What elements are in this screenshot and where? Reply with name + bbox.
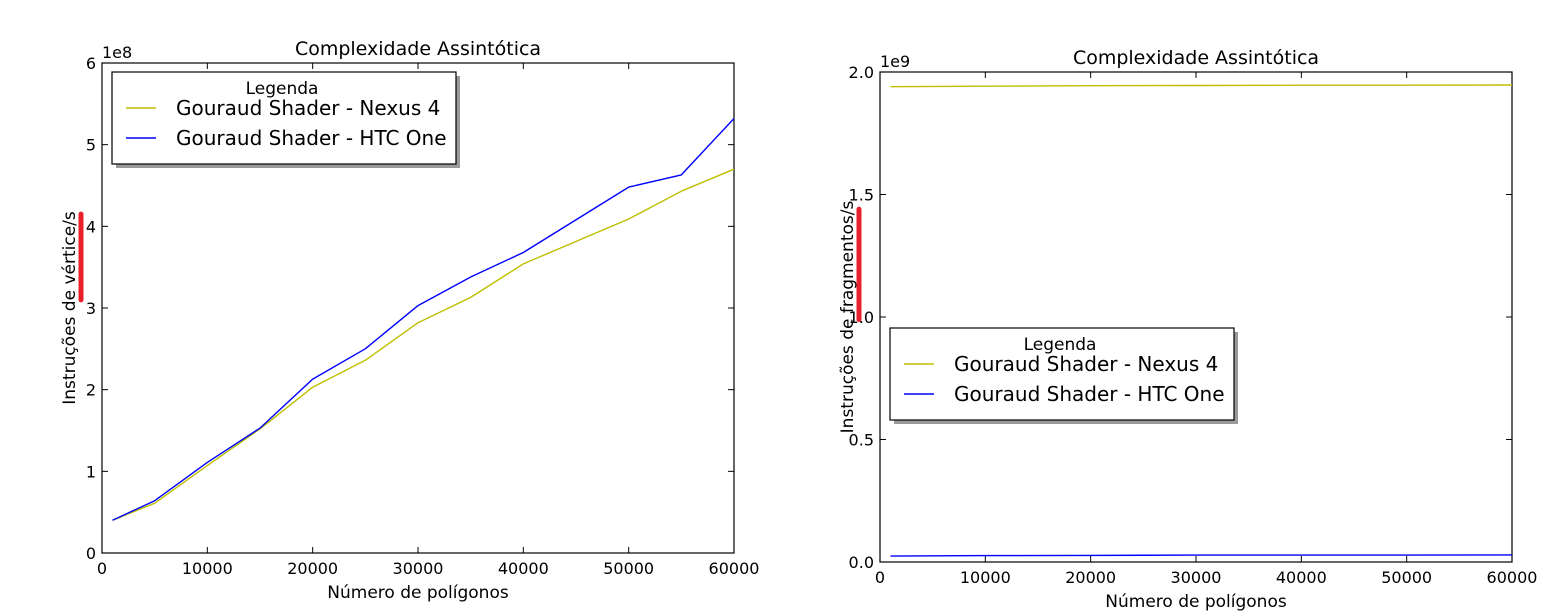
y-tick-label: 5 bbox=[86, 136, 96, 155]
x-axis-label: Número de polígonos bbox=[1105, 592, 1287, 612]
y-tick-label: 0.0 bbox=[849, 553, 874, 572]
y-exponent-label: 1e8 bbox=[102, 43, 132, 62]
y-tick-label: 0 bbox=[86, 544, 96, 563]
y-exponent-label: 1e9 bbox=[880, 52, 910, 71]
legend-entry: Gouraud Shader - Nexus 4 bbox=[954, 352, 1218, 376]
series-line-2 bbox=[890, 554, 1513, 557]
x-tick-label: 50000 bbox=[1381, 568, 1432, 587]
x-tick-label: 0 bbox=[875, 568, 885, 587]
y-tick-label: 3 bbox=[86, 299, 96, 318]
x-tick-label: 10000 bbox=[960, 568, 1011, 587]
x-tick-label: 20000 bbox=[1065, 568, 1116, 587]
x-tick-label: 60000 bbox=[709, 559, 760, 578]
x-tick-label: 50000 bbox=[603, 559, 654, 578]
chart-title: Complexidade Assintótica bbox=[1073, 47, 1319, 69]
legend-box bbox=[889, 327, 1235, 421]
chart-title: Complexidade Assintótica bbox=[295, 38, 541, 60]
y-axis-label: Instruções de fragmentos/s bbox=[838, 201, 858, 434]
y-tick-label: 0.5 bbox=[849, 431, 874, 450]
series-line-2 bbox=[112, 118, 735, 521]
y-tick-label: 6 bbox=[86, 54, 96, 73]
y-tick-label: 1.5 bbox=[849, 186, 874, 205]
y-tick-label: 1 bbox=[86, 462, 96, 481]
x-tick-label: 30000 bbox=[393, 559, 444, 578]
x-tick-label: 40000 bbox=[498, 559, 549, 578]
y-tick-label: 4 bbox=[86, 217, 96, 236]
x-tick-label: 60000 bbox=[1487, 568, 1538, 587]
legend-box bbox=[111, 71, 457, 165]
series-line-1 bbox=[890, 84, 1513, 88]
chart-panel-2: 01000020000300004000050000600000.00.51.0… bbox=[838, 47, 1537, 612]
legend-entry: Gouraud Shader - HTC One bbox=[954, 382, 1225, 406]
y-tick-label: 2 bbox=[86, 381, 96, 400]
legend-entry: Gouraud Shader - Nexus 4 bbox=[176, 96, 440, 120]
x-tick-label: 10000 bbox=[182, 559, 233, 578]
legend-title: Legenda bbox=[246, 79, 319, 99]
plot-area bbox=[879, 71, 1513, 563]
chart-panel-1: 0 10000 20000 30000 40000 50000 60000 0 1 2 3 4 5 6 1e… bbox=[60, 38, 759, 603]
x-axis-label: Número de polígonos bbox=[327, 583, 509, 603]
x-tick-label: 40000 bbox=[1276, 568, 1327, 587]
legend-entry: Gouraud Shader - HTC One bbox=[176, 126, 447, 150]
y-tick-label: 2.0 bbox=[849, 63, 874, 82]
series-line-1 bbox=[112, 168, 735, 521]
x-tick-label: 20000 bbox=[287, 559, 338, 578]
y-axis-label: Instruções de vértice/s bbox=[60, 211, 80, 405]
legend-title: Legenda bbox=[1024, 335, 1097, 355]
x-tick-label: 0 bbox=[97, 559, 107, 578]
x-tick-label: 30000 bbox=[1171, 568, 1222, 587]
